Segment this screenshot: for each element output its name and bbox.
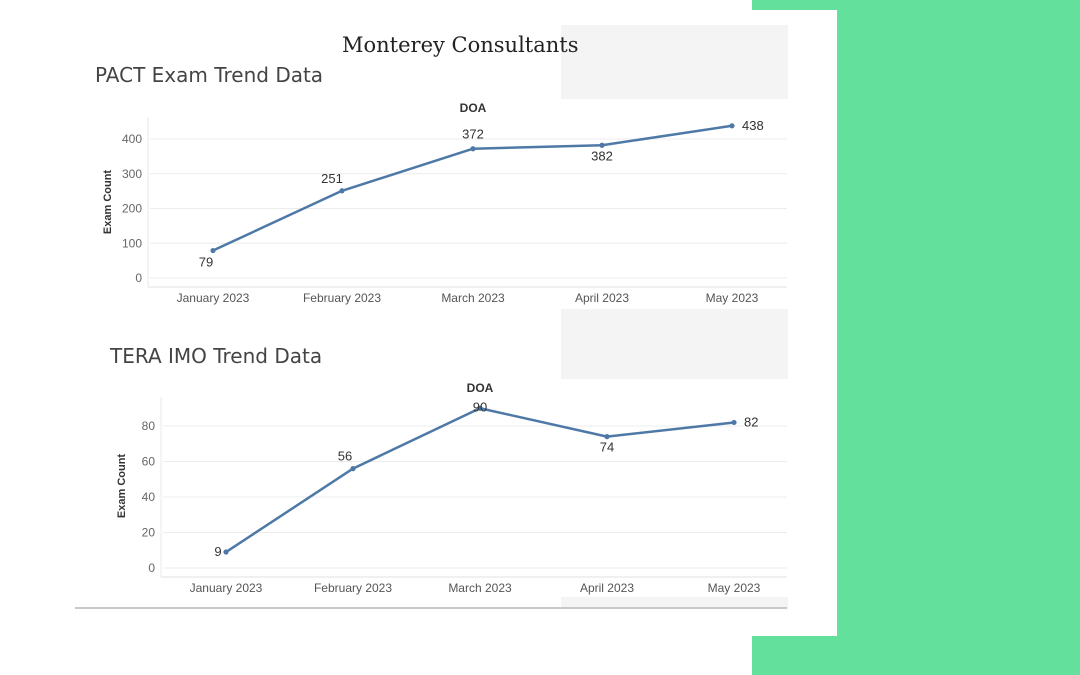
data-point — [731, 419, 737, 426]
x-tick-label: February 2023 — [314, 581, 392, 595]
x-tick-label: May 2023 — [708, 581, 761, 595]
tera-chart-title: TERA IMO Trend Data — [110, 344, 323, 368]
y-tick-label: 60 — [142, 455, 156, 469]
x-tick-label: April 2023 — [580, 581, 634, 595]
data-point — [477, 405, 483, 411]
series-line — [211, 124, 734, 252]
y-tick-label: 0 — [148, 561, 155, 575]
data-label: 9 — [214, 544, 221, 559]
y-tick-label: 100 — [122, 236, 142, 250]
data-label: 382 — [591, 148, 613, 163]
x-tick-label: April 2023 — [575, 291, 629, 305]
data-point — [470, 146, 476, 152]
data-point — [599, 142, 605, 148]
tera-imo-chart: 0 20 40 60 80 DOA Exam Count January 2023 Februa… — [116, 381, 787, 595]
y-axis-title: Exam Count — [116, 454, 128, 519]
y-tick-label: 20 — [142, 526, 156, 540]
x-tick-label: May 2023 — [706, 291, 759, 305]
data-label: 56 — [338, 449, 352, 464]
data-label: 74 — [600, 440, 614, 455]
pact-exam-chart: 0 100 200 300 400 DOA Exam Count January 2023 Fe… — [102, 101, 787, 305]
data-label: 251 — [321, 171, 343, 186]
data-label: 79 — [199, 255, 213, 270]
data-label: 372 — [462, 127, 484, 142]
filter-panel-middle — [561, 309, 788, 379]
pact-chart-title: PACT Exam Trend Data — [95, 63, 324, 87]
x-tick-label: March 2023 — [441, 291, 505, 305]
data-label: 82 — [744, 414, 758, 429]
x-tick-label: January 2023 — [190, 581, 263, 595]
series-line — [224, 407, 736, 554]
y-tick-label: 40 — [142, 490, 156, 504]
data-point — [729, 123, 735, 129]
y-tick-label: 300 — [122, 167, 142, 181]
bottom-divider — [75, 607, 787, 609]
data-point — [223, 549, 229, 555]
data-point — [350, 466, 356, 472]
y-tick-label: 0 — [135, 271, 142, 285]
y-tick-label: 200 — [122, 202, 142, 216]
series-header: DOA — [467, 381, 494, 395]
y-tick-label: 400 — [122, 132, 142, 146]
data-label: 438 — [742, 118, 764, 133]
series-header: DOA — [460, 101, 487, 115]
x-tick-label: February 2023 — [303, 291, 381, 305]
data-point — [604, 434, 610, 440]
page-heading: Monterey Consultants — [342, 33, 579, 57]
filter-panel-bottom — [561, 597, 788, 609]
x-tick-label: January 2023 — [177, 291, 250, 305]
data-label: 90 — [473, 399, 487, 414]
y-axis-title: Exam Count — [102, 170, 114, 235]
data-point — [339, 188, 345, 194]
y-tick-label: 80 — [142, 419, 156, 433]
data-point — [210, 247, 216, 254]
filter-panel-top — [561, 25, 788, 99]
x-tick-label: March 2023 — [448, 581, 512, 595]
